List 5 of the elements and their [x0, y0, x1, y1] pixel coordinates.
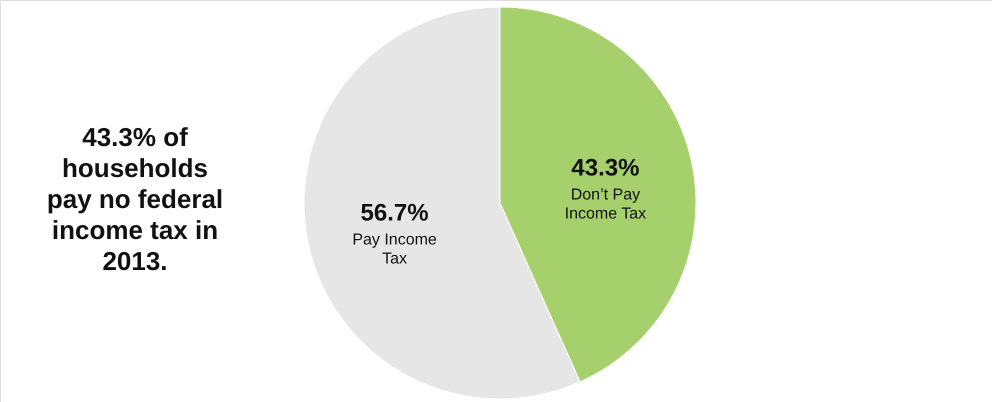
data-label: 43.3%: [571, 154, 640, 182]
data-label: 56.7%: [360, 200, 429, 227]
text: 43.3% of households pay no federal income tax in 2013.: [46, 122, 224, 276]
slice-label: Pay Income Tax: [352, 232, 437, 268]
slice-label: Don’t Pay Income Tax: [564, 186, 646, 222]
